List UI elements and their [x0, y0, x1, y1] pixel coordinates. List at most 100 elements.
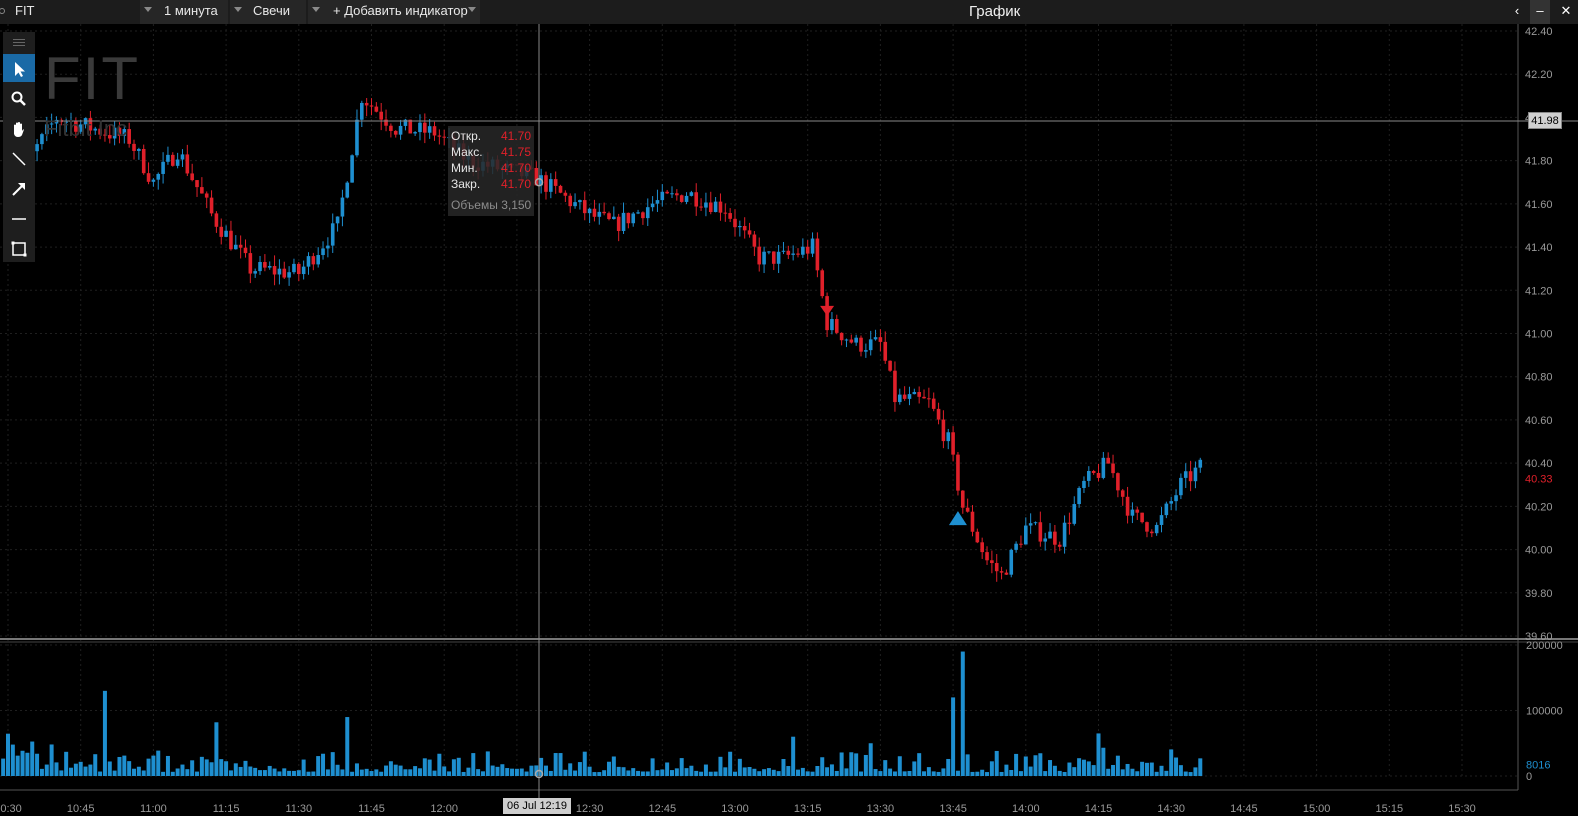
candle-body [437, 135, 442, 137]
volume-bar [480, 771, 485, 776]
volume-bar [1091, 765, 1096, 776]
zoom-tool[interactable] [3, 84, 35, 112]
candle-body [907, 394, 912, 399]
volume-bar [258, 770, 263, 776]
candle-body [549, 179, 553, 192]
candle-body [112, 127, 117, 139]
candle-body [98, 128, 102, 135]
candle-body [161, 161, 165, 174]
volume-bar [233, 763, 238, 776]
volume-bar [805, 771, 810, 776]
price-tick-label: 41.80 [1525, 156, 1553, 168]
collapse-button[interactable]: ‹ [1514, 3, 1520, 18]
chart-type-dropdown[interactable]: Свечи [230, 0, 306, 24]
volume-bar [98, 771, 103, 776]
volume-bar [374, 769, 379, 776]
volume-bar [180, 764, 185, 776]
candle-body [553, 179, 558, 186]
rectangle-tool[interactable] [3, 234, 35, 262]
candle-body [752, 234, 757, 247]
candle-body [214, 213, 219, 227]
volume-bar [519, 768, 524, 776]
volume-bar [829, 764, 834, 776]
volume-bar [1096, 733, 1101, 776]
ohlc-tooltip: Откр. 41.70 Макс. 41.75 Мин. 41.70 Закр.… [448, 126, 534, 216]
candle-body [427, 126, 432, 133]
candle-body [883, 341, 888, 361]
volume-bar [655, 770, 660, 776]
arrow-tool[interactable] [3, 174, 35, 202]
volume-bar [854, 753, 859, 776]
toolbar-menu-button[interactable] [3, 32, 35, 54]
volume-bar [723, 767, 728, 776]
volume-bar [868, 743, 873, 776]
volume-bar [1174, 757, 1179, 776]
candle-body [364, 102, 369, 106]
candle-body [1014, 543, 1018, 550]
candle-body [679, 195, 684, 202]
volume-bar [1101, 747, 1106, 776]
candle-body [670, 193, 674, 195]
candle-body [960, 490, 965, 508]
volume-bar [156, 750, 161, 776]
candle-body [544, 175, 548, 192]
candle-body [423, 122, 427, 133]
candle-body [733, 218, 737, 228]
time-tick-label: 13:15 [794, 803, 822, 815]
volume-bar [398, 765, 403, 776]
high-value: 41.75 [500, 145, 531, 159]
price-chart[interactable]: 42.4042.2042.0041.8041.6041.4041.2041.00… [0, 24, 1578, 816]
volume-bar [1081, 759, 1086, 776]
candle-body [1198, 459, 1203, 468]
minimize-button[interactable]: – [1530, 0, 1550, 24]
buy-marker-icon [948, 511, 967, 526]
candle-body [786, 250, 791, 255]
horizontal-line-tool[interactable] [3, 204, 35, 232]
line-icon [12, 152, 26, 166]
volume-bar [985, 772, 990, 776]
arrow-icon [12, 183, 25, 196]
volume-bar [820, 757, 825, 776]
cursor-tool[interactable] [3, 54, 35, 82]
volume-bar [1169, 749, 1174, 776]
volume-bar [573, 770, 578, 776]
line-tool[interactable] [3, 144, 35, 172]
volume-bar [834, 770, 839, 776]
volume-bar [1140, 761, 1145, 776]
volume-bar [524, 771, 529, 776]
candle-body [93, 128, 98, 131]
price-tick-label: 42.20 [1525, 69, 1553, 81]
candle-body [219, 226, 224, 237]
volume-bar [25, 752, 30, 776]
candle-body [1183, 471, 1188, 478]
candle-body [413, 132, 417, 134]
candle-body [1062, 522, 1067, 547]
add-indicator-button[interactable]: + Добавить индикатор [308, 0, 480, 24]
pan-tool[interactable] [3, 114, 35, 142]
candle-body [88, 118, 93, 131]
candle-body [103, 134, 107, 136]
volume-bar [228, 770, 233, 776]
candle-body [771, 251, 776, 264]
candle-body [830, 319, 834, 331]
volume-bar [447, 771, 452, 776]
volume-bar [955, 770, 960, 776]
close-button[interactable]: ✕ [1560, 3, 1572, 18]
volume-bar [548, 770, 553, 776]
candle-body [655, 200, 660, 204]
volume-bar [1086, 761, 1091, 776]
candle-body [1019, 543, 1023, 545]
time-tick-label: 13:00 [721, 803, 749, 815]
candle-body [878, 337, 883, 342]
symbol-label[interactable]: FIT [15, 3, 35, 18]
volume-bar [476, 769, 481, 776]
candle-body [175, 159, 180, 166]
volume-bar [912, 761, 917, 776]
volume-bar [1149, 762, 1154, 776]
interval-dropdown[interactable]: 1 минута [140, 0, 228, 24]
candle-body [311, 256, 316, 265]
volume-bar [1, 758, 6, 776]
candle-body [791, 253, 795, 255]
time-tick-label: 11:45 [358, 803, 385, 815]
candle-body [132, 143, 136, 151]
